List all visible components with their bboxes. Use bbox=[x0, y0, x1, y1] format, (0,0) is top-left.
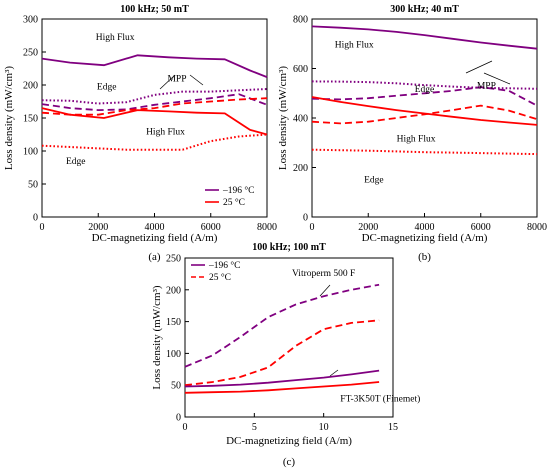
annotation-label: High Flux bbox=[397, 135, 436, 145]
annotation-leader-line bbox=[319, 284, 331, 297]
y-tick-label: 200 bbox=[166, 285, 181, 296]
x-tick-label: 6000 bbox=[201, 222, 221, 233]
legend-label: –196 °C bbox=[208, 260, 241, 271]
y-tick-label: 250 bbox=[166, 254, 181, 265]
chart-a: 100 kHz; 50 mT 0 2000 4000 6000 8000 0 50 100 150… bbox=[3, 4, 277, 263]
series-line-vitroperm-500-f bbox=[184, 283, 380, 368]
x-axis-label: DC-magnetizing field (A/m) bbox=[92, 232, 218, 244]
x-tick-label: 10 bbox=[319, 422, 329, 433]
annotation-label: MPP bbox=[477, 81, 496, 91]
series-line-edge bbox=[311, 80, 538, 90]
y-tick-label: 100 bbox=[166, 349, 181, 360]
series-line-edge bbox=[311, 148, 538, 156]
annotation-label: Edge bbox=[97, 83, 117, 93]
annotation-leader-line bbox=[483, 72, 511, 85]
y-tick-label: 400 bbox=[293, 114, 308, 125]
annotation-label: High Flux bbox=[96, 33, 135, 43]
x-tick-label: 0 bbox=[183, 422, 188, 433]
chart-caption: (b) bbox=[418, 251, 431, 263]
y-tick-label: 150 bbox=[23, 114, 38, 125]
series-line-edge bbox=[41, 88, 268, 105]
chart-caption: (c) bbox=[283, 456, 296, 468]
x-tick-label: 4000 bbox=[145, 222, 165, 233]
chart-title: 300 kHz; 40 mT bbox=[390, 4, 459, 15]
annotation-label: Edge bbox=[415, 85, 435, 95]
y-tick-label: 50 bbox=[171, 381, 181, 392]
annotation-leader-line bbox=[159, 74, 176, 90]
plot-frame bbox=[184, 257, 394, 418]
series-line-high-flux bbox=[311, 96, 538, 126]
x-tick-label: 2000 bbox=[88, 222, 108, 233]
x-tick-label: 0 bbox=[40, 222, 45, 233]
annotation-leader-line bbox=[465, 60, 493, 74]
annotation-label: Vitroperm 500 F bbox=[292, 269, 355, 279]
chart-b: 300 kHz; 40 mT 0 2000 4000 6000 8000 0 200 400 60… bbox=[277, 4, 547, 263]
chart-caption: (a) bbox=[148, 251, 161, 263]
chart-title: 100 kHz; 100 mT bbox=[252, 242, 326, 253]
x-tick-label: 8000 bbox=[527, 222, 547, 233]
x-tick-label: 0 bbox=[310, 222, 315, 233]
annotation-label: FT-3K50T (Finemet) bbox=[340, 394, 420, 405]
series-line-mpp bbox=[41, 93, 268, 111]
y-tick-label: 800 bbox=[293, 15, 308, 26]
annotation-label: Edge bbox=[66, 157, 86, 167]
y-tick-label: 600 bbox=[293, 64, 308, 75]
y-tick-label: 0 bbox=[303, 213, 308, 224]
x-tick-label: 8000 bbox=[257, 222, 277, 233]
y-tick-label: 300 bbox=[23, 15, 38, 26]
chart-c: 100 kHz; 100 mT0 5 10 15050100150200250DC-m… bbox=[151, 242, 420, 468]
x-tick-label: 2000 bbox=[358, 222, 378, 233]
y-axis-label: Loss density (mW/cm³) bbox=[151, 285, 163, 389]
x-tick-label: 4000 bbox=[415, 222, 435, 233]
annotation-label: High Flux bbox=[335, 40, 374, 50]
legend-label: 25 °C bbox=[209, 272, 231, 283]
series-line-ft-3k50t-finemet- bbox=[184, 369, 380, 388]
series-line-vitroperm-500-f bbox=[184, 319, 380, 387]
x-tick-label: 5 bbox=[252, 422, 257, 433]
legend-label: –196 °C bbox=[222, 185, 255, 196]
x-axis-label: DC-magnetizing field (A/m) bbox=[362, 232, 488, 244]
x-tick-label: 6000 bbox=[471, 222, 491, 233]
x-tick-label: 15 bbox=[388, 422, 398, 433]
series-line-mpp bbox=[311, 86, 538, 107]
chart-title: 100 kHz; 50 mT bbox=[120, 4, 189, 15]
y-axis-label: Loss density (mW/cm³) bbox=[3, 66, 15, 170]
annotation-label: Edge bbox=[364, 175, 384, 185]
y-axis-label: Loss density (mW/cm³) bbox=[277, 66, 289, 170]
annotation-leader-line bbox=[189, 74, 204, 86]
x-axis-label: DC-magnetizing field (A/m) bbox=[226, 435, 352, 447]
y-tick-label: 100 bbox=[23, 147, 38, 158]
y-tick-label: 0 bbox=[176, 413, 181, 424]
series-line-mpp bbox=[41, 97, 268, 116]
y-tick-label: 0 bbox=[33, 213, 38, 224]
y-tick-label: 250 bbox=[23, 48, 38, 59]
y-tick-label: 200 bbox=[293, 163, 308, 174]
annotation-leader-line bbox=[329, 369, 339, 377]
y-tick-label: 200 bbox=[23, 81, 38, 92]
y-tick-label: 150 bbox=[166, 317, 181, 328]
series-line-high-flux bbox=[311, 25, 538, 50]
series-line-high-flux bbox=[41, 107, 268, 136]
annotation-label: High Flux bbox=[146, 128, 185, 138]
series-line-high-flux bbox=[41, 54, 268, 78]
legend-label: 25 °C bbox=[223, 197, 245, 208]
series-line-mpp bbox=[311, 104, 538, 125]
annotation-label: MPP bbox=[167, 75, 186, 85]
series-line-ft-3k50t-finemet- bbox=[184, 381, 380, 394]
y-tick-label: 50 bbox=[28, 180, 38, 191]
